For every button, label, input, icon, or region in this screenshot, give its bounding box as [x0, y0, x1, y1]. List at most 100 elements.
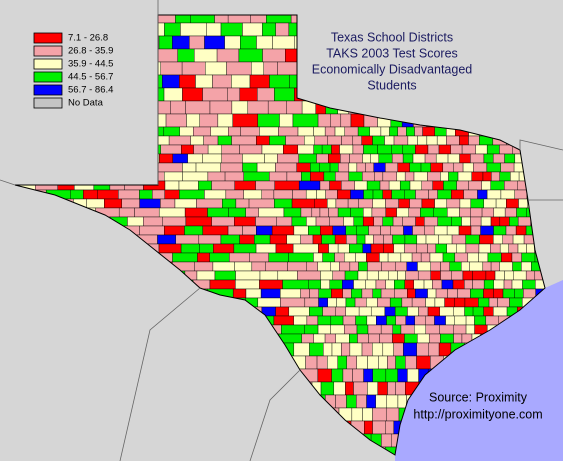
district	[372, 368, 387, 383]
district	[172, 252, 198, 263]
district	[509, 297, 523, 308]
district	[485, 35, 495, 50]
district	[71, 144, 98, 155]
district	[430, 261, 441, 272]
district	[451, 216, 462, 227]
district	[470, 15, 482, 24]
district	[324, 126, 336, 137]
district	[358, 198, 373, 209]
district	[182, 162, 197, 173]
district	[512, 15, 524, 24]
district	[241, 381, 260, 396]
district	[488, 87, 499, 102]
district	[334, 252, 345, 263]
district	[219, 368, 232, 383]
district	[356, 87, 368, 102]
district	[370, 153, 379, 164]
district	[337, 189, 351, 200]
district	[293, 315, 308, 326]
district	[370, 433, 382, 448]
district	[424, 225, 435, 236]
district	[258, 207, 285, 218]
district	[465, 315, 475, 326]
district	[242, 153, 265, 164]
district	[304, 135, 315, 146]
district	[62, 315, 75, 326]
district	[192, 394, 207, 409]
district	[158, 35, 173, 50]
district	[292, 189, 307, 200]
district	[297, 381, 313, 396]
district	[270, 368, 293, 383]
district	[119, 225, 140, 236]
district	[37, 153, 64, 164]
district	[15, 225, 24, 236]
district	[506, 198, 519, 209]
district	[283, 144, 299, 155]
district	[402, 15, 415, 24]
district	[437, 189, 452, 200]
district	[245, 207, 259, 218]
district	[465, 324, 475, 335]
district	[390, 225, 404, 236]
district	[348, 87, 358, 102]
district	[402, 144, 416, 155]
district	[367, 381, 379, 396]
district	[402, 216, 416, 227]
legend-label: 35.9 - 44.5	[68, 59, 113, 70]
district	[146, 446, 165, 455]
district	[313, 126, 326, 137]
district	[127, 420, 141, 435]
district	[498, 74, 513, 89]
district	[247, 100, 269, 115]
district	[372, 420, 386, 435]
district	[415, 216, 425, 227]
district	[367, 355, 379, 370]
district	[286, 234, 301, 245]
district	[239, 144, 263, 155]
district	[15, 261, 27, 272]
district	[416, 355, 431, 370]
district	[74, 446, 96, 455]
district	[320, 270, 333, 281]
district	[458, 225, 472, 236]
district	[327, 355, 338, 370]
district	[437, 15, 451, 24]
district	[364, 420, 373, 435]
district	[363, 207, 373, 218]
district	[330, 324, 345, 335]
district	[46, 407, 64, 422]
district	[15, 74, 27, 89]
district	[443, 180, 457, 191]
district	[329, 162, 339, 173]
district	[457, 288, 471, 299]
district	[29, 342, 56, 357]
district	[485, 74, 499, 89]
district	[147, 270, 162, 281]
district	[464, 279, 473, 290]
district	[136, 407, 161, 422]
district	[327, 297, 337, 308]
district	[397, 394, 407, 409]
district	[417, 270, 431, 281]
district	[239, 35, 257, 50]
district	[340, 113, 352, 128]
district	[450, 15, 461, 24]
district	[186, 113, 200, 128]
district	[56, 433, 73, 448]
district	[175, 15, 191, 24]
district	[231, 368, 258, 383]
district	[372, 407, 387, 422]
district	[249, 252, 269, 263]
district	[538, 61, 545, 76]
district	[475, 48, 489, 63]
district	[86, 198, 105, 209]
district	[71, 420, 88, 435]
district	[119, 22, 142, 37]
district	[36, 315, 63, 326]
district	[465, 87, 477, 102]
district	[468, 180, 482, 191]
district	[525, 270, 536, 281]
district	[414, 126, 423, 137]
district	[462, 270, 473, 281]
